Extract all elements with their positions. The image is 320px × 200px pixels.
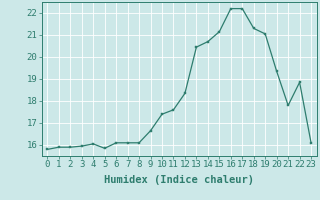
X-axis label: Humidex (Indice chaleur): Humidex (Indice chaleur) — [104, 175, 254, 185]
